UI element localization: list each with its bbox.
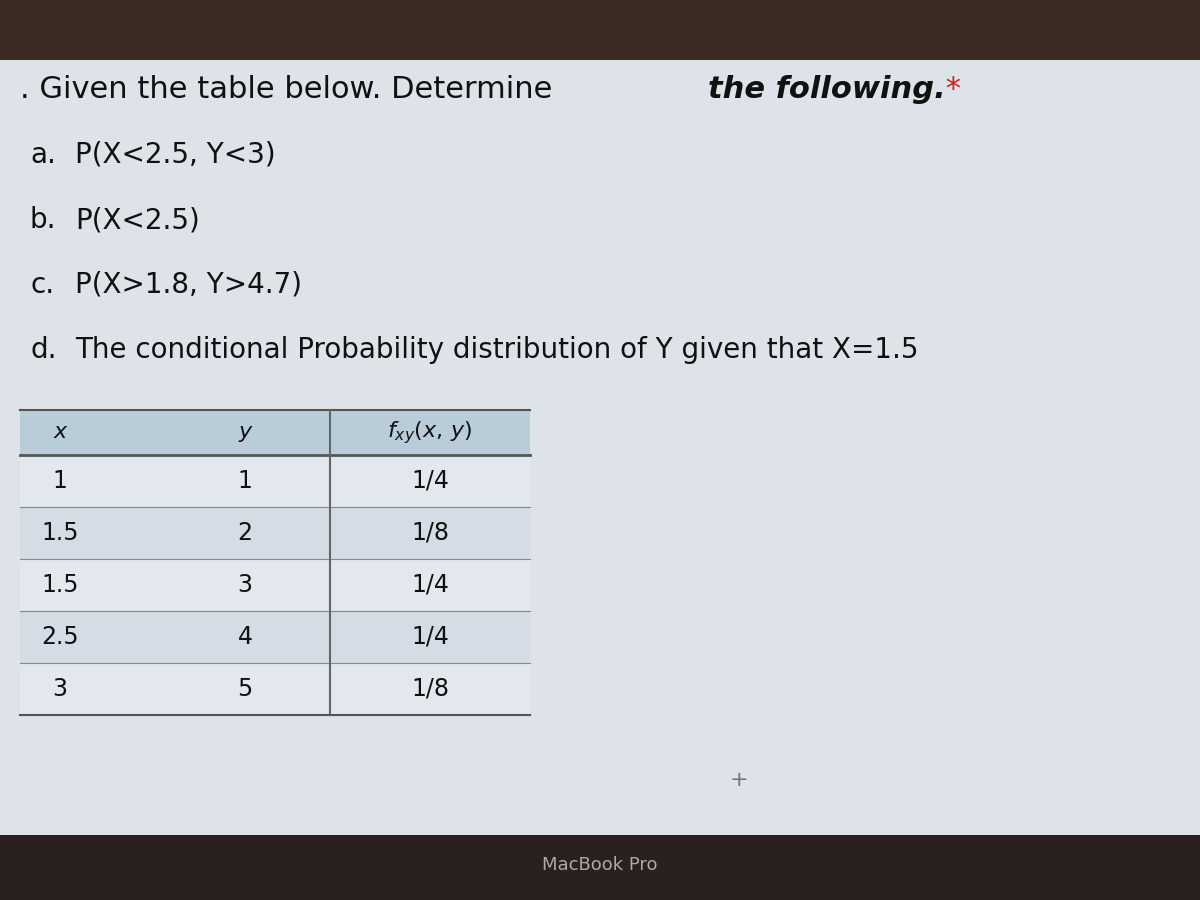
Text: a.: a. bbox=[30, 141, 56, 169]
Text: 1/4: 1/4 bbox=[412, 573, 449, 597]
Text: d.: d. bbox=[30, 336, 56, 364]
FancyBboxPatch shape bbox=[20, 410, 530, 455]
Text: P(X>1.8, Y>4.7): P(X>1.8, Y>4.7) bbox=[74, 271, 302, 299]
Text: P(X<2.5, Y<3): P(X<2.5, Y<3) bbox=[74, 141, 276, 169]
Text: 1/8: 1/8 bbox=[410, 677, 449, 701]
FancyBboxPatch shape bbox=[20, 455, 530, 507]
Text: 1: 1 bbox=[238, 469, 252, 493]
Text: 1/4: 1/4 bbox=[412, 625, 449, 649]
FancyBboxPatch shape bbox=[20, 663, 530, 715]
Text: the following.: the following. bbox=[708, 76, 946, 104]
Text: c.: c. bbox=[30, 271, 54, 299]
Text: 2.5: 2.5 bbox=[41, 625, 79, 649]
FancyBboxPatch shape bbox=[20, 611, 530, 663]
Text: . Given the table below. Determine: . Given the table below. Determine bbox=[20, 76, 562, 104]
Text: 3: 3 bbox=[53, 677, 67, 701]
Text: MacBook Pro: MacBook Pro bbox=[542, 856, 658, 874]
Text: 1.5: 1.5 bbox=[41, 573, 79, 597]
Text: P(X<2.5): P(X<2.5) bbox=[74, 206, 199, 234]
FancyBboxPatch shape bbox=[0, 835, 1200, 900]
Text: 1/8: 1/8 bbox=[410, 521, 449, 545]
Text: y: y bbox=[239, 422, 252, 443]
FancyBboxPatch shape bbox=[20, 559, 530, 611]
Text: 4: 4 bbox=[238, 625, 252, 649]
Text: 2: 2 bbox=[238, 521, 252, 545]
Text: x: x bbox=[54, 422, 66, 443]
FancyBboxPatch shape bbox=[0, 50, 1200, 840]
Text: 1/4: 1/4 bbox=[412, 469, 449, 493]
Text: +: + bbox=[730, 770, 749, 790]
Text: *: * bbox=[936, 76, 961, 104]
Text: The conditional Probability distribution of Y given that X=1.5: The conditional Probability distribution… bbox=[74, 336, 918, 364]
Text: b.: b. bbox=[30, 206, 56, 234]
Text: $f_{xy}(x,\,y)$: $f_{xy}(x,\,y)$ bbox=[388, 419, 473, 446]
Text: 3: 3 bbox=[238, 573, 252, 597]
FancyBboxPatch shape bbox=[0, 0, 1200, 60]
Text: 1.5: 1.5 bbox=[41, 521, 79, 545]
FancyBboxPatch shape bbox=[20, 507, 530, 559]
Text: 5: 5 bbox=[238, 677, 253, 701]
Text: 1: 1 bbox=[53, 469, 67, 493]
